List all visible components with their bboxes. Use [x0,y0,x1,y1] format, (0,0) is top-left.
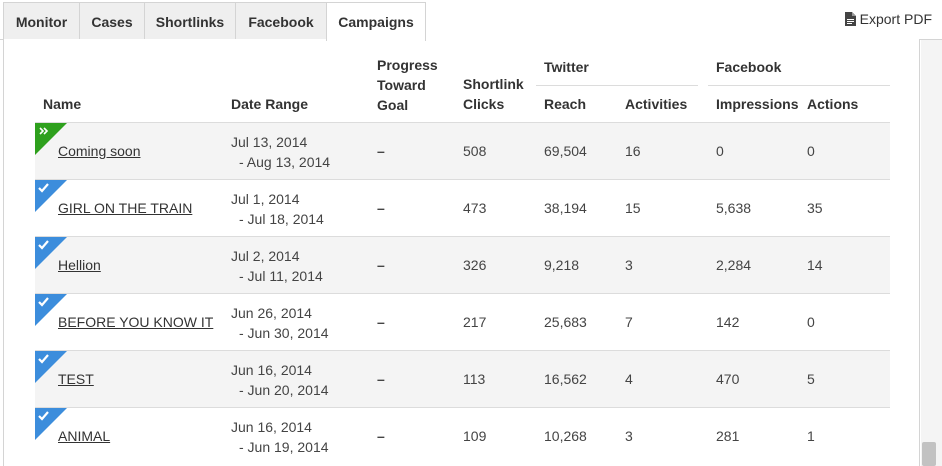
checkmark-icon [35,237,67,269]
twitter-reach-value: 25,683 [544,314,587,330]
date-range-start: Jul 13, 2014 [231,134,308,150]
table-row[interactable]: TEST Jun 16, 2014 - Jun 20, 2014 – 113 16,562… [35,350,890,407]
facebook-impressions-value: 142 [716,314,740,330]
campaign-name-link[interactable]: BEFORE YOU KNOW IT [58,314,214,330]
twitter-activities-value: 4 [625,371,633,387]
date-range-start: Jun 16, 2014 [231,362,312,378]
facebook-actions-value: 0 [807,143,815,159]
progress-value: – [377,428,385,444]
export-pdf-label: Export PDF [859,11,932,27]
campaign-name-link[interactable]: TEST [58,371,94,387]
date-range-end: - Jun 19, 2014 [239,439,329,455]
facebook-impressions-value: 2,284 [716,257,752,273]
header-progress[interactable]: Progress Toward Goal [377,55,438,115]
date-range-end: - Jul 18, 2014 [239,211,324,227]
checkmark-icon [35,351,67,383]
twitter-reach-value: 10,268 [544,428,587,444]
shortlink-clicks-value: 473 [463,200,487,216]
shortlink-clicks-value: 217 [463,314,487,330]
checkmark-icon [35,180,67,212]
header-progress-line1: Progress [377,57,438,73]
date-range-start: Jun 26, 2014 [231,305,312,321]
date-range-end: - Jun 20, 2014 [239,382,329,398]
header-date-range[interactable]: Date Range [231,96,309,112]
header-shortlink-clicks[interactable]: Shortlink Clicks [463,74,524,114]
header-shortlink-line2: Clicks [463,96,505,112]
shortlink-clicks-value: 109 [463,428,487,444]
table-row[interactable]: Hellion Jul 2, 2014 - Jul 11, 2014 – 326 9,21… [35,236,890,293]
twitter-activities-value: 15 [625,200,641,216]
campaign-name-link[interactable]: Coming soon [58,143,141,159]
tab-shortlinks[interactable]: Shortlinks [144,2,236,40]
table-row[interactable]: BEFORE YOU KNOW IT Jun 26, 2014 - Jun 30, … [35,293,890,350]
header-twitter-group: Twitter [544,59,589,75]
date-range-start: Jul 1, 2014 [231,191,300,207]
header-facebook-group: Facebook [716,59,782,75]
shortlink-clicks-value: 508 [463,143,487,159]
facebook-actions-value: 1 [807,428,815,444]
facebook-group-rule [708,85,890,86]
tab-facebook[interactable]: Facebook [235,2,327,40]
facebook-actions-value: 14 [807,257,823,273]
scrollbar-thumb[interactable] [922,442,936,466]
facebook-impressions-value: 0 [716,143,724,159]
progress-value: – [377,200,385,216]
date-range-start: Jun 16, 2014 [231,419,312,435]
twitter-activities-value: 16 [625,143,641,159]
header-activities[interactable]: Activities [625,96,688,112]
progress-value: – [377,314,385,330]
twitter-reach-value: 9,218 [544,257,580,273]
twitter-group-rule [536,85,698,86]
facebook-actions-value: 0 [807,314,815,330]
shortlink-clicks-value: 326 [463,257,487,273]
table-row[interactable]: Coming soon Jul 13, 2014 - Aug 13, 2014 – 50… [35,122,890,179]
checkmark-icon [35,294,67,326]
tab-bar: Monitor Cases Shortlinks Facebook Campai… [0,0,942,41]
double-chevron-icon [35,123,67,155]
facebook-impressions-value: 5,638 [716,200,752,216]
campaign-name-link[interactable]: GIRL ON THE TRAIN [58,200,193,216]
header-progress-line3: Goal [377,97,409,113]
twitter-reach-value: 69,504 [544,143,587,159]
date-range-start: Jul 2, 2014 [231,248,300,264]
header-reach[interactable]: Reach [544,96,587,112]
header-shortlink-line1: Shortlink [463,76,524,92]
facebook-actions-value: 35 [807,200,823,216]
tab-cases[interactable]: Cases [79,2,145,40]
date-range-end: - Jun 30, 2014 [239,325,329,341]
date-range-end: - Jul 11, 2014 [239,268,323,284]
progress-value: – [377,257,385,273]
progress-value: – [377,143,385,159]
export-pdf-button[interactable]: Export PDF [844,11,932,27]
twitter-activities-value: 3 [625,257,633,273]
document-icon [844,12,856,26]
twitter-reach-value: 16,562 [544,371,587,387]
header-progress-line2: Toward [377,77,426,93]
facebook-impressions-value: 281 [716,428,740,444]
tab-monitor[interactable]: Monitor [3,2,80,40]
campaign-name-link[interactable]: Hellion [58,257,101,273]
facebook-actions-value: 5 [807,371,815,387]
header-impressions[interactable]: Impressions [716,96,799,112]
checkmark-icon [35,408,67,440]
vertical-scrollbar[interactable] [921,40,942,466]
table-row[interactable]: ANIMAL Jun 16, 2014 - Jun 19, 2014 – 109 10,2… [35,407,890,464]
table-row[interactable]: GIRL ON THE TRAIN Jul 1, 2014 - Jul 18, 20… [35,179,890,236]
tab-campaigns[interactable]: Campaigns [326,2,426,41]
facebook-impressions-value: 470 [716,371,740,387]
campaign-name-link[interactable]: ANIMAL [58,428,111,444]
twitter-activities-value: 7 [625,314,633,330]
shortlink-clicks-value: 113 [463,371,486,387]
twitter-activities-value: 3 [625,428,633,444]
header-name[interactable]: Name [43,96,82,112]
progress-value: – [377,371,385,387]
date-range-end: - Aug 13, 2014 [239,154,331,170]
header-actions[interactable]: Actions [807,96,859,112]
twitter-reach-value: 38,194 [544,200,587,216]
